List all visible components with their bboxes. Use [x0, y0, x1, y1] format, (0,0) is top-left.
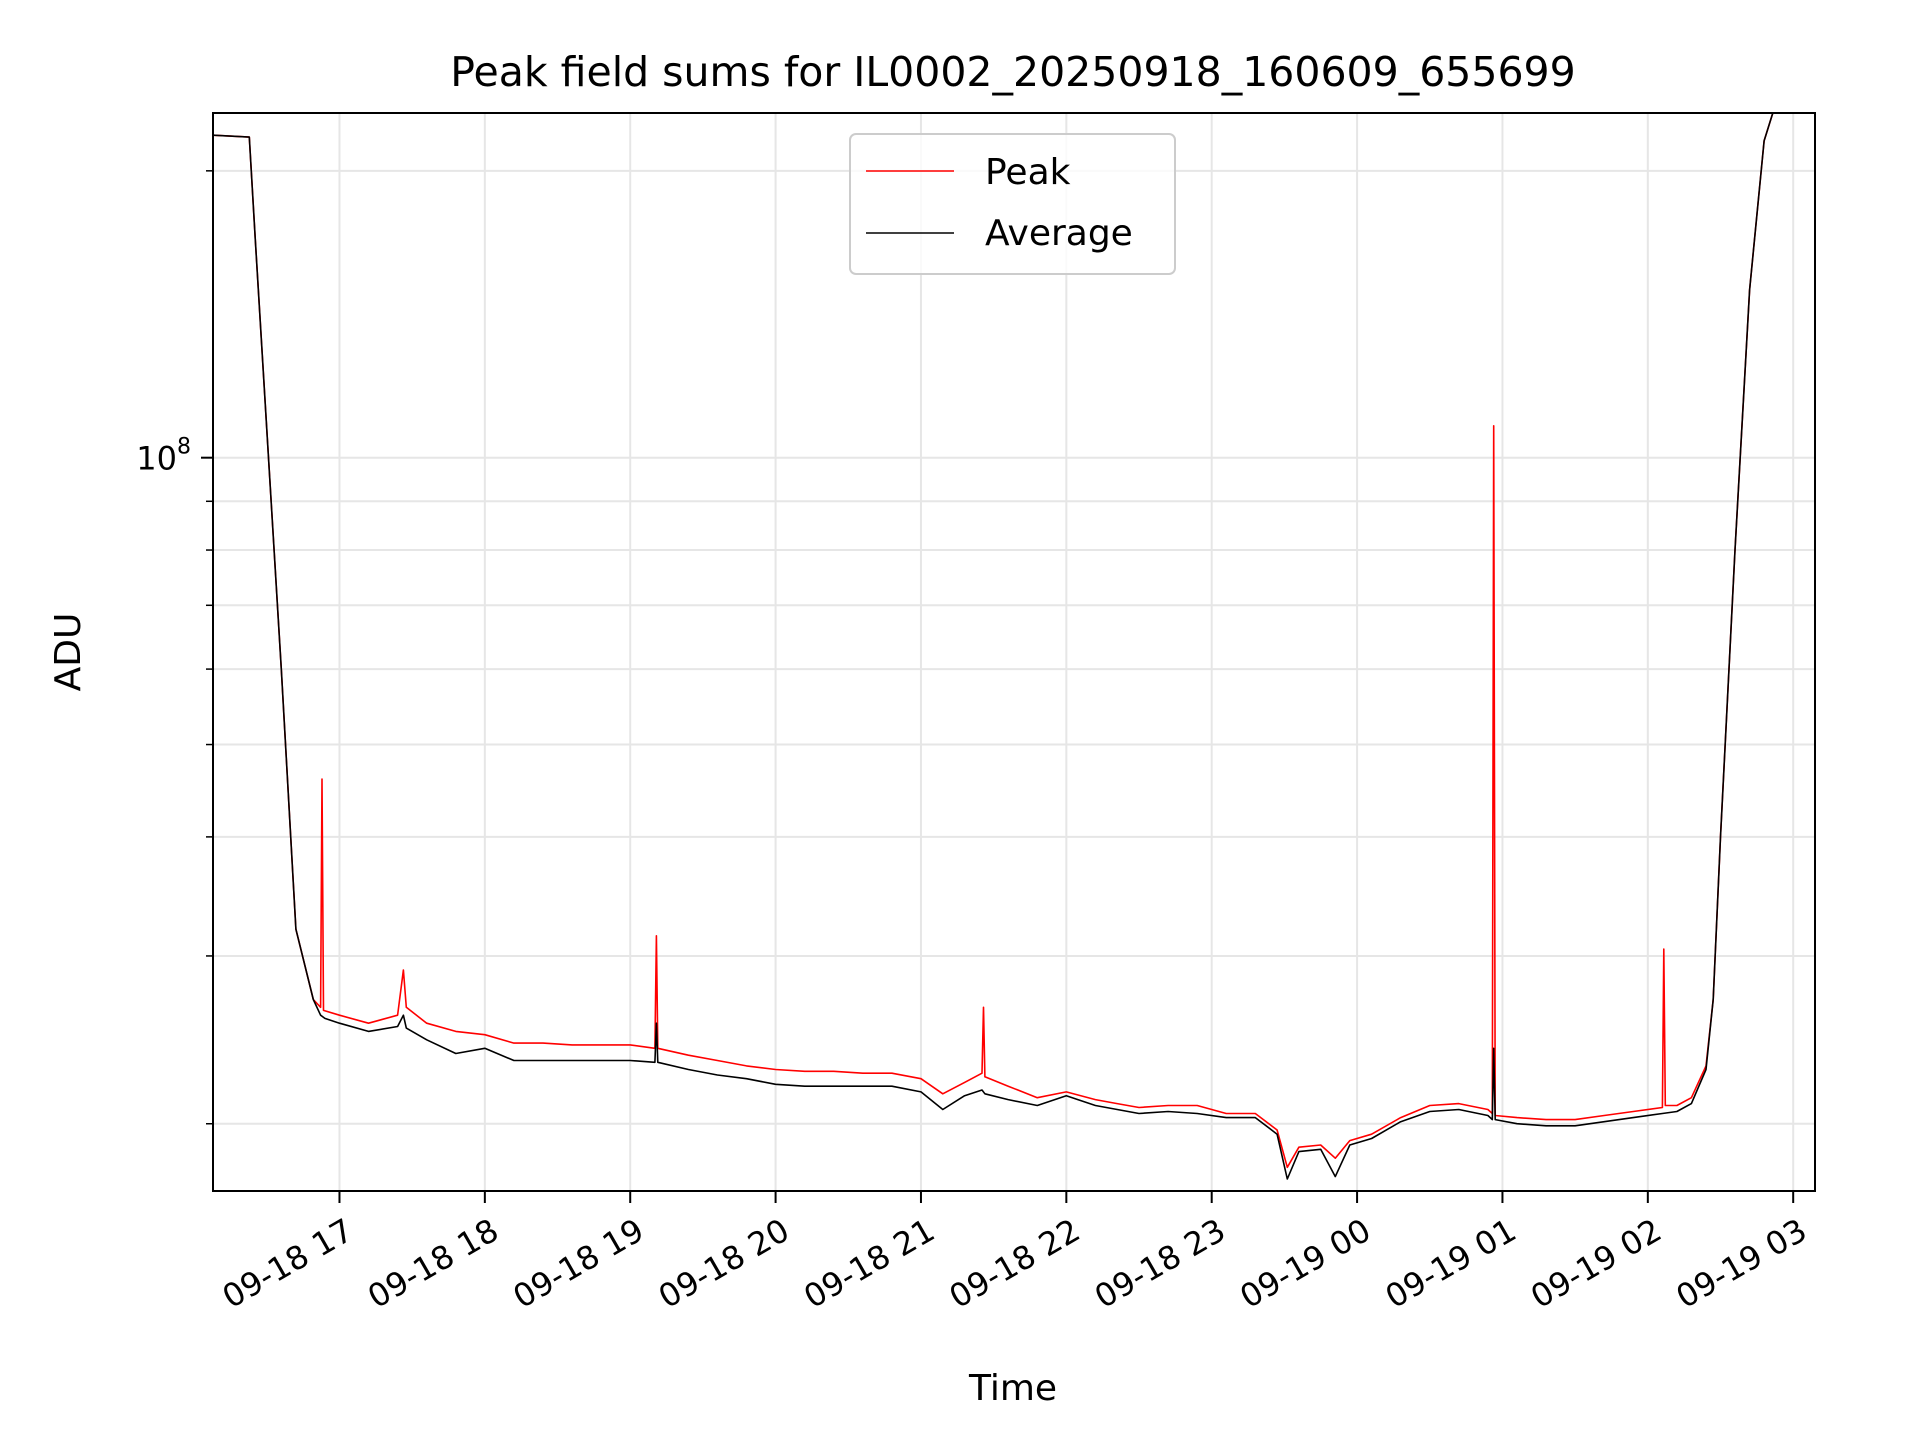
y-axis-label: ADU — [48, 613, 89, 692]
legend-peak-label: Peak — [985, 152, 1071, 193]
plot-frame — [212, 112, 1816, 1192]
y-axis-ticks: 108 — [136, 170, 213, 1125]
chart-title: Peak field sums for IL0002_20250918_1606… — [450, 48, 1575, 96]
series-line-peak — [213, 113, 1815, 1169]
series-line-average — [213, 113, 1815, 1180]
legend-average-label: Average — [985, 213, 1133, 254]
series-layer — [213, 113, 1815, 1180]
y-tick-label: 108 — [136, 435, 191, 478]
legend: Peak Average — [849, 133, 1176, 275]
x-axis-label: Time — [968, 1368, 1057, 1409]
legend-box — [849, 133, 1176, 275]
grid — [213, 113, 1815, 1191]
